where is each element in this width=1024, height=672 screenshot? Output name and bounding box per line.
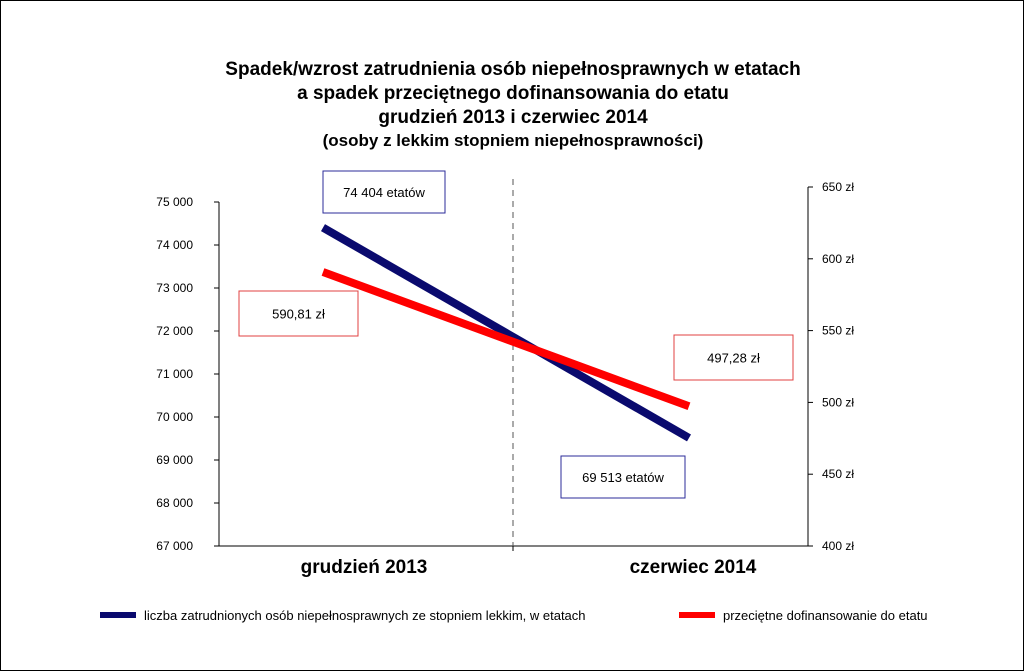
series-line-employment xyxy=(321,224,691,442)
data-label-employment-dec2013-box xyxy=(322,170,446,214)
data-label-subsidy-dec2013-box xyxy=(238,290,359,337)
right-axis-tick-label: 400 zł xyxy=(822,539,854,553)
left-axis-tick-label: 73 000 xyxy=(156,281,193,295)
left-axis-tick-label: 72 000 xyxy=(156,324,193,338)
left-axis-tick-label: 71 000 xyxy=(156,367,193,381)
data-label-employment-jun2014-box xyxy=(560,455,686,499)
right-axis-tick-label: 500 zł xyxy=(822,395,854,409)
left-axis-tick-label: 68 000 xyxy=(156,496,193,510)
left-axis-tick-label: 69 000 xyxy=(156,453,193,467)
right-axis-tick-label: 450 zł xyxy=(822,467,854,481)
legend-item-subsidy: przeciętne dofinansowanie do etatu xyxy=(679,605,928,625)
data-label-subsidy-dec2013: 590,81 zł xyxy=(272,307,325,322)
chart-subtitle: (osoby z lekkim stopniem niepełnosprawno… xyxy=(322,131,704,150)
left-axis-tick-label: 67 000 xyxy=(156,539,193,553)
right-axis-tick-label: 600 zł xyxy=(822,252,854,266)
x-axis-category-label: grudzień 2013 xyxy=(301,557,428,578)
legend-swatch-employment xyxy=(100,612,136,618)
left-axis-tick-label: 74 000 xyxy=(156,238,193,252)
data-label-employment-jun2014: 69 513 etatów xyxy=(582,470,664,485)
data-label-employment-dec2013: 74 404 etatów xyxy=(343,185,425,200)
right-axis-tick-label: 550 zł xyxy=(822,324,854,338)
series-line-subsidy xyxy=(321,268,691,411)
x-axis-category-label: czerwiec 2014 xyxy=(630,557,757,578)
left-axis-tick-label: 75 000 xyxy=(156,195,193,209)
right-axis-tick-label: 650 zł xyxy=(822,180,854,194)
chart-title-line-1: Spadek/wzrost zatrudnienia osób niepełno… xyxy=(225,59,801,80)
data-label-subsidy-jun2014-box xyxy=(673,334,794,381)
legend-swatch-subsidy xyxy=(679,612,715,618)
chart-title-line-2: a spadek przeciętnego dofinansowania do … xyxy=(297,83,729,104)
chart-title-line-3: grudzień 2013 i czerwiec 2014 xyxy=(378,107,648,128)
legend-item-employment: liczba zatrudnionych osób niepełnosprawn… xyxy=(100,605,586,625)
legend-label-employment: liczba zatrudnionych osób niepełnosprawn… xyxy=(144,607,586,623)
data-label-subsidy-jun2014: 497,28 zł xyxy=(707,351,760,366)
left-axis-tick-label: 70 000 xyxy=(156,410,193,424)
legend-label-subsidy: przeciętne dofinansowanie do etatu xyxy=(723,607,928,623)
